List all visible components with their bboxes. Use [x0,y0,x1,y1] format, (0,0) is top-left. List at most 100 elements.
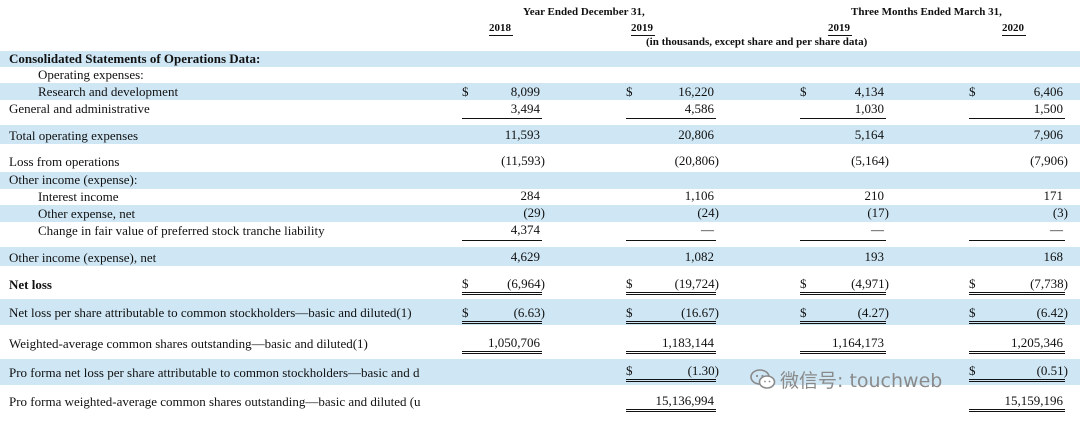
double-underline [969,379,1065,382]
underline [800,240,886,241]
cell-nlps-q2020: (6.42) [1036,305,1068,320]
col-header-2018-underline [489,35,513,36]
dollar-sign: $ [800,84,807,99]
cell-interest-q2020: 171 [1043,188,1064,203]
row-label-interest-income: Interest income [38,189,119,204]
cell-was-2018: 1,050,706 [488,335,540,350]
cell-fair-value-q2019: — [871,222,884,237]
col-header-2018: 2018 [489,22,511,34]
underline [462,240,542,241]
cell-ga-2019: 4,586 [684,101,714,116]
dollar-sign: $ [969,84,976,99]
double-underline [626,379,716,382]
band-rd [0,83,1080,100]
row-label-weighted-avg-shares: Weighted-average common shares outstandi… [9,336,368,351]
cell-other-exp-q2020: (3) [1052,205,1068,220]
dollar-sign: $ [626,276,633,291]
underline [969,240,1065,241]
year-ended-header: Year Ended December 31, [523,6,645,18]
row-label-other-expense: Other expense, net [38,206,136,221]
double-underline [800,351,886,354]
cell-interest-2019: 1,106 [684,188,714,203]
cell-total-opex-q2020: 7,906 [1033,127,1063,142]
col-header-2019b: 2019 [828,22,850,34]
col-header-2020: 2020 [1002,22,1024,34]
dollar-sign: $ [626,84,633,99]
row-label-other-income-net: Other income (expense), net [9,250,157,265]
underline [626,240,716,241]
cell-total-opex-2018: 11,593 [504,127,540,142]
row-label-other-income: Other income (expense): [9,172,138,187]
cell-ga-2018: 3,494 [510,101,540,116]
cell-net-loss-q2020: (7,738) [1030,276,1068,291]
col-header-2019a-underline [631,35,655,36]
cell-total-opex-2019: 20,806 [678,127,714,142]
cell-other-exp-q2019: (17) [867,205,889,220]
cell-nlps-2018: (6.63) [513,305,545,320]
cell-pfw-q2020: 15,159,196 [1004,393,1064,408]
cell-oin-q2020: 168 [1043,249,1064,264]
cell-was-2019: 1,183,144 [662,335,714,350]
band-section-title [0,51,1080,67]
row-label-ga: General and administrative [9,101,150,116]
cell-loss-ops-2019: (20,806) [674,153,719,168]
watermark-text: 微信号: touchweb [780,370,943,392]
cell-ga-q2019: 1,030 [854,101,884,116]
cell-fair-value-q2020: — [1050,222,1063,237]
dollar-sign: $ [969,363,976,378]
cell-net-loss-2018: (6,964) [507,276,545,291]
cell-pfnl-2019: (1.30) [687,363,719,378]
dollar-sign: $ [626,305,633,320]
cell-other-exp-2018: (29) [523,205,545,220]
cell-nlps-q2019: (4.27) [857,305,889,320]
double-underline [800,292,886,295]
band-other-income-label [0,172,1080,189]
double-underline [462,321,542,324]
band-other-expense [0,205,1080,222]
double-underline [462,351,542,354]
cell-interest-q2019: 210 [864,188,885,203]
band-other-income-net [0,247,1080,266]
double-underline [969,409,1065,412]
underline [800,118,886,119]
cell-loss-ops-2018: (11,593) [501,153,545,168]
three-months-header: Three Months Ended March 31, [851,6,1002,18]
double-underline [626,409,716,412]
row-label-total-opex: Total operating expenses [9,128,139,143]
row-label-loss-from-ops: Loss from operations [9,154,120,169]
cell-fair-value-2018: 4,374 [510,222,540,237]
dollar-sign: $ [969,305,976,320]
cell-net-loss-q2019: (4,971) [851,276,889,291]
cell-loss-ops-q2019: (5,164) [851,153,889,168]
section-title: Consolidated Statements of Operations Da… [9,51,261,66]
row-label-net-loss-per-share: Net loss per share attributable to commo… [9,305,412,320]
double-underline [462,292,542,295]
double-underline [800,321,886,324]
row-label-operating-expenses: Operating expenses: [38,67,144,82]
cell-pfnl-q2020: (0.51) [1036,363,1068,378]
cell-rd-2019: 16,220 [678,84,714,99]
cell-was-q2020: 1,205,346 [1011,335,1063,350]
cell-rd-q2019: 4,134 [854,84,884,99]
double-underline [969,351,1065,354]
cell-rd-2018: 8,099 [510,84,540,99]
dollar-sign: $ [462,305,469,320]
cell-total-opex-q2019: 5,164 [854,127,884,142]
double-underline [969,292,1065,295]
cell-oin-2019: 1,082 [684,249,714,264]
cell-oin-q2019: 193 [864,249,885,264]
cell-pfw-2019: 15,136,994 [655,393,715,408]
dollar-sign: $ [969,276,976,291]
cell-was-q2019: 1,164,173 [832,335,884,350]
row-label-pro-forma-weighted-shares: Pro forma weighted-average common shares… [9,394,421,409]
row-label-pro-forma-loss-per-share: Pro forma net loss per share attributabl… [9,365,420,380]
cell-fair-value-2019: — [701,222,714,237]
dollar-sign: $ [800,276,807,291]
cell-rd-q2020: 6,406 [1033,84,1063,99]
cell-net-loss-2019: (19,724) [674,276,719,291]
dollar-sign: $ [462,276,469,291]
cell-loss-ops-q2020: (7,906) [1030,153,1068,168]
double-underline [626,292,716,295]
underline [626,118,716,119]
cell-other-exp-2019: (24) [697,205,719,220]
